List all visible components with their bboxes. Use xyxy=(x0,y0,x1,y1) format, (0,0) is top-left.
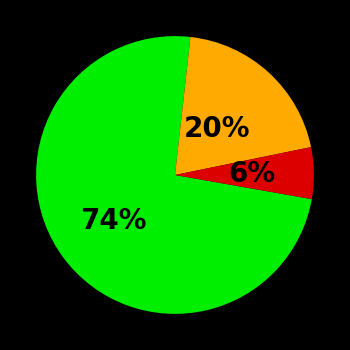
Wedge shape xyxy=(175,37,311,175)
Wedge shape xyxy=(175,147,314,199)
Text: 20%: 20% xyxy=(184,115,250,143)
Text: 6%: 6% xyxy=(228,160,275,188)
Wedge shape xyxy=(36,36,312,314)
Text: 74%: 74% xyxy=(80,207,147,235)
